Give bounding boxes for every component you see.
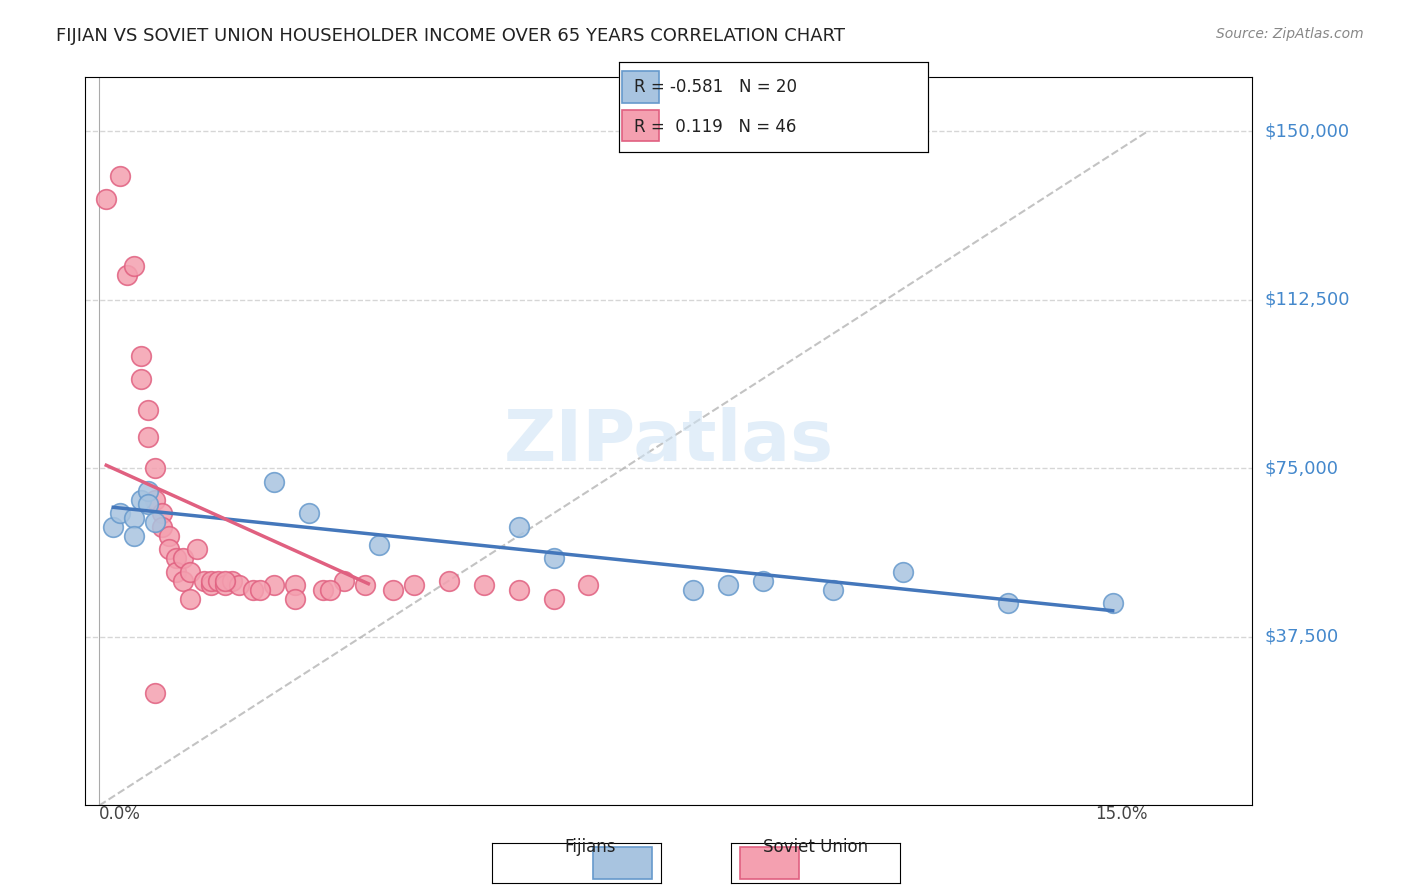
Text: R =  0.119   N = 46: R = 0.119 N = 46 — [634, 118, 796, 136]
Fijians — [143, 516, 166, 530]
Text: $112,500: $112,500 — [1264, 291, 1350, 309]
Soviet Union — [122, 259, 145, 273]
Bar — [621, 110, 659, 141]
Soviet Union — [242, 582, 264, 597]
Fijians — [682, 582, 704, 597]
Soviet Union — [165, 551, 187, 566]
Soviet Union — [157, 542, 180, 557]
Soviet Union — [193, 574, 215, 588]
Soviet Union — [150, 520, 173, 534]
Soviet Union — [249, 582, 271, 597]
Soviet Union — [129, 349, 152, 363]
Soviet Union — [150, 507, 173, 521]
Fijians — [129, 492, 152, 507]
Soviet Union — [136, 430, 159, 444]
Text: 0.0%: 0.0% — [100, 805, 141, 823]
Fijians — [823, 582, 845, 597]
Soviet Union — [179, 565, 201, 579]
Text: 15.0%: 15.0% — [1095, 805, 1147, 823]
Fijians — [717, 578, 740, 592]
Soviet Union — [472, 578, 495, 592]
Text: $37,500: $37,500 — [1264, 628, 1339, 646]
Soviet Union — [143, 686, 166, 700]
Fijians — [103, 520, 125, 534]
Soviet Union — [221, 574, 243, 588]
Soviet Union — [186, 542, 208, 557]
Soviet Union — [110, 169, 132, 184]
Fijians — [1101, 596, 1123, 610]
Soviet Union — [157, 529, 180, 543]
Soviet Union — [353, 578, 375, 592]
Soviet Union — [200, 578, 222, 592]
Soviet Union — [143, 492, 166, 507]
Soviet Union — [179, 591, 201, 606]
Soviet Union — [172, 574, 194, 588]
Fijians — [508, 520, 530, 534]
Fijians — [997, 596, 1019, 610]
Soviet Union — [543, 591, 565, 606]
Fijians — [122, 511, 145, 525]
Soviet Union — [508, 582, 530, 597]
Text: FIJIAN VS SOVIET UNION HOUSEHOLDER INCOME OVER 65 YEARS CORRELATION CHART: FIJIAN VS SOVIET UNION HOUSEHOLDER INCOM… — [56, 27, 845, 45]
Text: Soviet Union: Soviet Union — [763, 838, 868, 856]
Bar — [593, 847, 652, 880]
Text: $75,000: $75,000 — [1264, 459, 1339, 477]
Soviet Union — [136, 403, 159, 417]
Bar — [621, 71, 659, 103]
Fijians — [136, 483, 159, 498]
Soviet Union — [381, 582, 404, 597]
Text: Source: ZipAtlas.com: Source: ZipAtlas.com — [1216, 27, 1364, 41]
Soviet Union — [129, 371, 152, 385]
Fijians — [263, 475, 285, 489]
Soviet Union — [214, 574, 236, 588]
Soviet Union — [402, 578, 425, 592]
Soviet Union — [214, 578, 236, 592]
Soviet Union — [165, 565, 187, 579]
Soviet Union — [333, 574, 356, 588]
Soviet Union — [228, 578, 250, 592]
Fijians — [298, 507, 321, 521]
Soviet Union — [207, 574, 229, 588]
Soviet Union — [319, 582, 342, 597]
Soviet Union — [578, 578, 600, 592]
Soviet Union — [312, 582, 335, 597]
Soviet Union — [284, 591, 307, 606]
Fijians — [752, 574, 775, 588]
Soviet Union — [96, 192, 118, 206]
Fijians — [136, 497, 159, 511]
Soviet Union — [263, 578, 285, 592]
Fijians — [367, 538, 389, 552]
Soviet Union — [172, 551, 194, 566]
Bar — [740, 847, 799, 880]
Fijians — [891, 565, 914, 579]
Soviet Union — [200, 574, 222, 588]
Text: ZIPatlas: ZIPatlas — [503, 407, 834, 476]
Soviet Union — [437, 574, 460, 588]
Text: $150,000: $150,000 — [1264, 122, 1350, 140]
Soviet Union — [115, 268, 138, 282]
Soviet Union — [143, 461, 166, 475]
Soviet Union — [284, 578, 307, 592]
Text: Fijians: Fijians — [565, 838, 616, 856]
Text: R = -0.581   N = 20: R = -0.581 N = 20 — [634, 78, 797, 96]
Fijians — [543, 551, 565, 566]
Fijians — [110, 507, 132, 521]
Fijians — [122, 529, 145, 543]
